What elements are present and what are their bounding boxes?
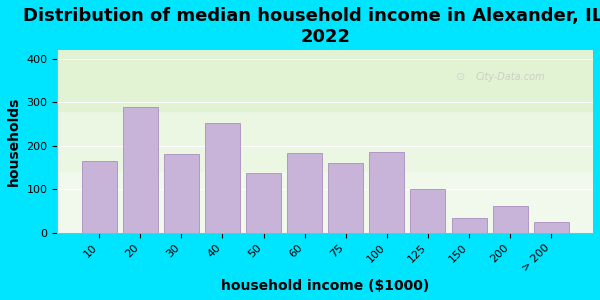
Bar xyxy=(370,152,404,233)
Bar xyxy=(82,161,116,233)
Text: ⊙: ⊙ xyxy=(457,72,466,82)
Bar xyxy=(58,111,593,172)
Text: City-Data.com: City-Data.com xyxy=(475,72,545,82)
Bar xyxy=(123,106,158,233)
Bar xyxy=(328,163,363,233)
Bar xyxy=(205,123,240,233)
Bar xyxy=(452,218,487,233)
Y-axis label: households: households xyxy=(7,97,21,186)
Bar xyxy=(534,222,569,233)
Bar xyxy=(164,154,199,233)
Bar xyxy=(410,189,445,233)
Bar xyxy=(58,172,593,233)
Bar xyxy=(287,153,322,233)
Bar xyxy=(246,173,281,233)
Title: Distribution of median household income in Alexander, IL in
2022: Distribution of median household income … xyxy=(23,7,600,46)
X-axis label: household income ($1000): household income ($1000) xyxy=(221,279,430,293)
Bar xyxy=(58,50,593,111)
Bar xyxy=(493,206,527,233)
